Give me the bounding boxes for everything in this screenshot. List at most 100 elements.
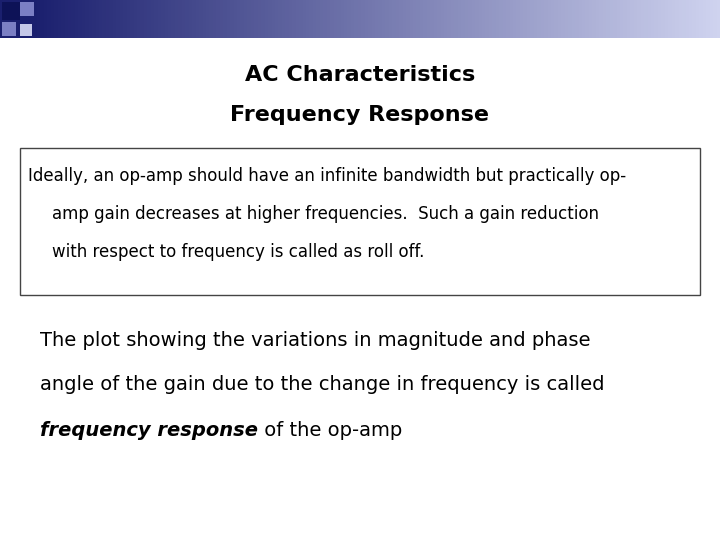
Bar <box>285 0 289 38</box>
Bar <box>454 0 458 38</box>
Bar <box>120 0 123 38</box>
Text: angle of the gain due to the change in frequency is called: angle of the gain due to the change in f… <box>40 375 605 395</box>
Bar <box>420 0 423 38</box>
Bar <box>706 0 710 38</box>
Bar <box>644 0 647 38</box>
Bar <box>37 0 40 38</box>
Bar <box>351 0 354 38</box>
Bar <box>102 0 106 38</box>
Bar <box>116 0 120 38</box>
Bar <box>392 0 396 38</box>
Bar <box>613 0 616 38</box>
Bar <box>485 0 489 38</box>
Bar <box>672 0 675 38</box>
Bar <box>520 0 523 38</box>
Bar <box>344 0 348 38</box>
Bar <box>78 0 82 38</box>
Bar <box>275 0 279 38</box>
Bar <box>58 0 61 38</box>
Bar <box>0 0 30 38</box>
Bar <box>254 0 258 38</box>
Bar <box>240 0 244 38</box>
Bar <box>558 0 562 38</box>
Bar <box>237 0 240 38</box>
Bar <box>216 0 220 38</box>
Bar <box>647 0 651 38</box>
Bar <box>213 0 216 38</box>
Bar <box>389 0 392 38</box>
Bar <box>372 0 375 38</box>
Bar <box>171 0 175 38</box>
Bar <box>464 0 468 38</box>
Bar <box>96 0 99 38</box>
Bar <box>489 0 492 38</box>
Bar <box>92 0 96 38</box>
Bar <box>179 0 181 38</box>
Bar <box>244 0 248 38</box>
Bar <box>462 0 464 38</box>
Bar <box>402 0 406 38</box>
Bar <box>306 0 310 38</box>
Bar <box>562 0 564 38</box>
Bar <box>330 0 333 38</box>
Bar <box>144 0 148 38</box>
Bar <box>140 0 144 38</box>
Bar <box>423 0 427 38</box>
Bar <box>82 0 85 38</box>
Bar <box>175 0 179 38</box>
Bar <box>40 0 44 38</box>
Bar <box>458 0 462 38</box>
Bar <box>109 0 113 38</box>
Bar <box>30 0 33 38</box>
Bar <box>282 0 285 38</box>
Bar <box>472 0 475 38</box>
Bar <box>606 0 610 38</box>
Bar <box>599 0 603 38</box>
Bar <box>113 0 116 38</box>
Bar <box>2 22 16 36</box>
Bar <box>310 0 313 38</box>
Bar <box>258 0 261 38</box>
Bar <box>479 0 482 38</box>
Bar <box>447 0 451 38</box>
Bar <box>375 0 379 38</box>
Bar <box>148 0 150 38</box>
Bar <box>99 0 102 38</box>
Bar <box>554 0 558 38</box>
Bar <box>716 0 720 38</box>
Bar <box>106 0 109 38</box>
Bar <box>123 0 127 38</box>
Bar <box>327 0 330 38</box>
Bar <box>302 0 306 38</box>
Bar <box>589 0 593 38</box>
Bar <box>534 0 537 38</box>
Bar <box>544 0 547 38</box>
Bar <box>316 0 320 38</box>
Bar <box>654 0 658 38</box>
Bar <box>572 0 575 38</box>
Bar <box>610 0 613 38</box>
Bar <box>547 0 551 38</box>
Bar <box>361 0 364 38</box>
Bar <box>261 0 265 38</box>
Bar <box>333 0 337 38</box>
Bar <box>68 0 71 38</box>
Text: AC Characteristics: AC Characteristics <box>245 65 475 85</box>
Bar <box>634 0 637 38</box>
Bar <box>596 0 599 38</box>
Bar <box>337 0 341 38</box>
Bar <box>527 0 530 38</box>
Bar <box>44 0 48 38</box>
Bar <box>530 0 534 38</box>
Text: frequency response: frequency response <box>40 421 258 440</box>
Bar <box>296 0 299 38</box>
Bar <box>437 0 441 38</box>
Bar <box>579 0 582 38</box>
Bar <box>223 0 227 38</box>
Bar <box>348 0 351 38</box>
Bar <box>506 0 510 38</box>
Bar <box>416 0 420 38</box>
Bar <box>441 0 444 38</box>
Bar <box>154 0 158 38</box>
Bar <box>523 0 527 38</box>
